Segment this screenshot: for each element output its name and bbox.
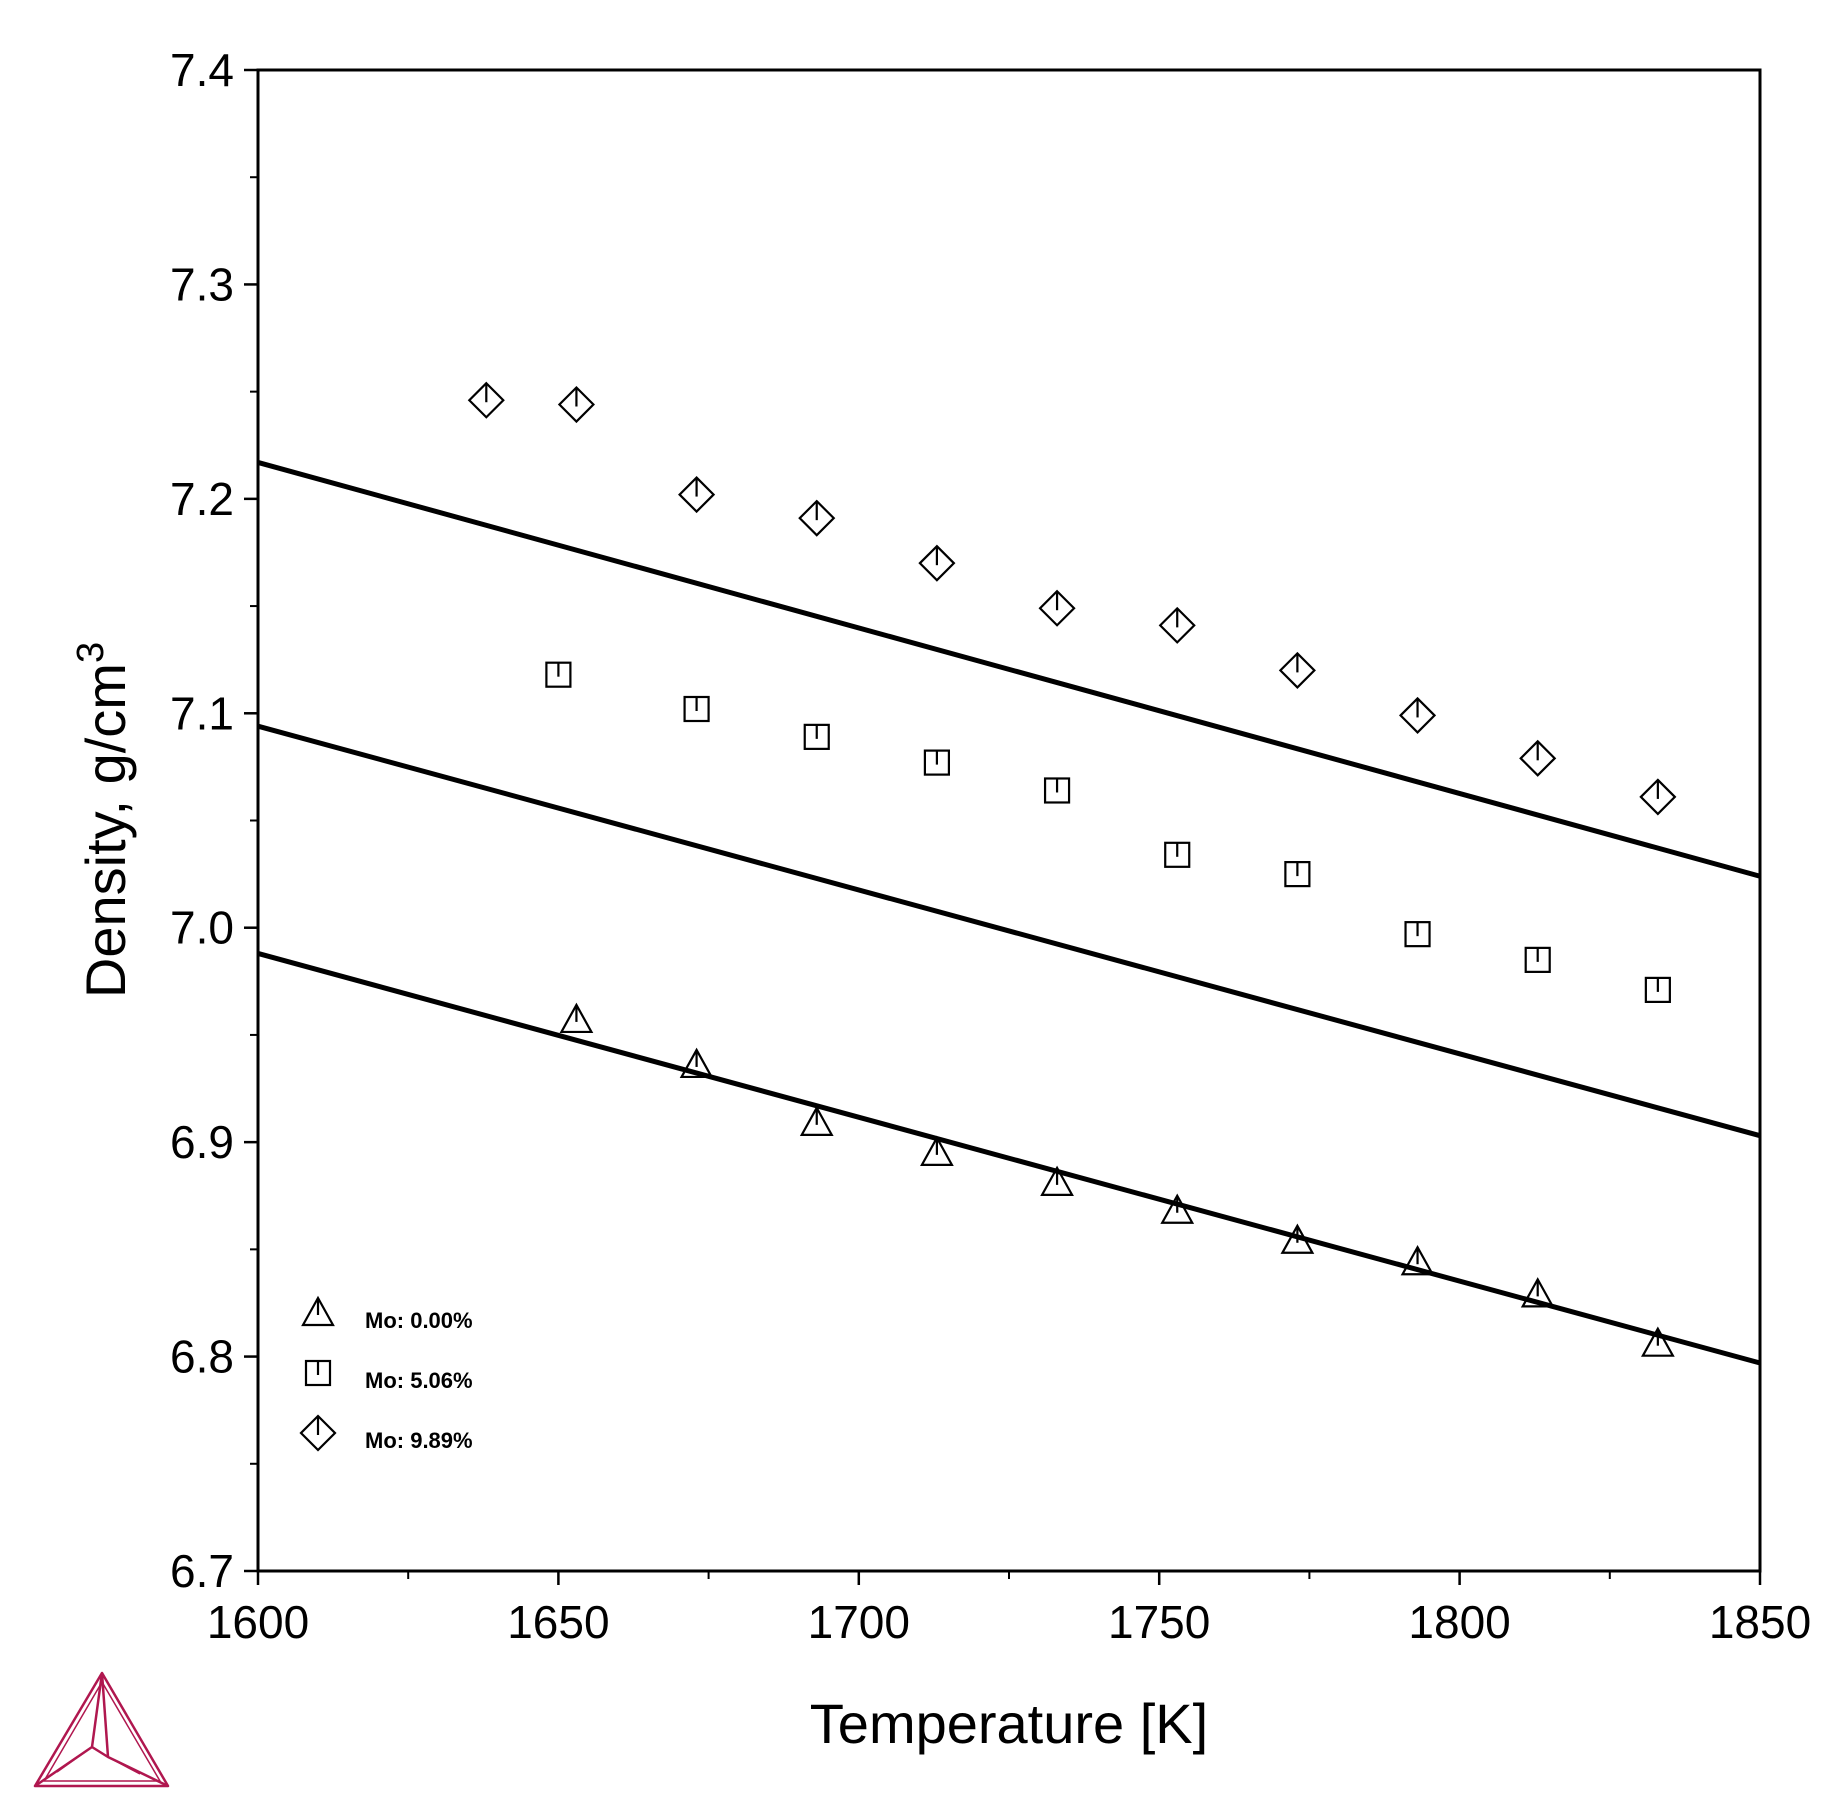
diamond-marker [1158, 606, 1196, 644]
x-tick-label: 1850 [1709, 1596, 1811, 1648]
triangle-marker [920, 1135, 954, 1166]
x-tick-label: 1600 [207, 1596, 309, 1648]
x-tick-label: 1650 [507, 1596, 609, 1648]
triangle-marker [1160, 1193, 1195, 1224]
square-marker [803, 723, 830, 750]
model-lines [257, 459, 1761, 1366]
y-axis-title-text: Density, g/cm [74, 663, 137, 998]
diamond-marker [1278, 651, 1316, 689]
triangle-marker [1400, 1244, 1435, 1276]
diamond-marker [798, 499, 836, 537]
square-marker [683, 695, 710, 723]
legend-triangle-marker [301, 1295, 335, 1327]
thermo-calc-triangle-logo-icon [33, 1671, 170, 1788]
legend-label: Mo: 5.06% [365, 1368, 473, 1393]
y-tick-label: 6.8 [170, 1331, 234, 1383]
y-tick-label: 7.4 [170, 44, 234, 96]
legend-square-marker [304, 1359, 332, 1387]
legend-label: Mo: 0.00% [365, 1308, 473, 1333]
diamond-marker [1639, 778, 1677, 816]
triangle-marker [1520, 1277, 1555, 1308]
triangle-marker [1280, 1223, 1315, 1254]
model-line [257, 951, 1761, 1366]
y-tick-label: 6.7 [170, 1545, 234, 1597]
square-marker [1164, 841, 1191, 868]
diamond-marker [467, 381, 505, 419]
y-tick-label: 7.1 [170, 687, 234, 739]
x-tick-label: 1750 [1108, 1596, 1210, 1648]
y-axis-title: Density, g/cm3 [70, 642, 137, 998]
square-marker [1043, 777, 1071, 804]
triangle-marker [1640, 1326, 1675, 1357]
triangle-marker [799, 1105, 834, 1136]
square-marker [1644, 976, 1671, 1003]
x-tick-label: 1700 [808, 1596, 910, 1648]
y-tick-label: 7.2 [170, 473, 234, 525]
legend: Mo: 0.00% Mo: 5.06% Mo: 9.89% [299, 1295, 473, 1453]
model-line [257, 723, 1761, 1139]
legend-label: Mo: 9.89% [365, 1428, 473, 1453]
diamond-marker [557, 385, 595, 424]
y-axis-title-superscript: 3 [70, 642, 112, 663]
diamond-marker [1038, 589, 1076, 627]
square-marker [1404, 921, 1431, 948]
data-markers [467, 381, 1677, 1357]
square-marker [923, 749, 951, 776]
legend-diamond-marker [299, 1414, 337, 1452]
y-tick-label: 6.9 [170, 1116, 234, 1168]
plot-area-frame [256, 68, 1762, 1573]
square-marker [1284, 861, 1311, 888]
x-axis-title: Temperature [K] [810, 1692, 1208, 1755]
triangle-marker [1040, 1165, 1074, 1196]
y-axis-ticks: 6.7 6.8 6.9 7.0 7.1 7.2 7.3 7.4 [170, 44, 258, 1597]
triangle-marker [679, 1047, 714, 1079]
x-axis-ticks: 1600 1650 1700 1750 1800 1850 [207, 1571, 1811, 1648]
model-line [257, 459, 1761, 879]
y-tick-label: 7.3 [170, 258, 234, 310]
diamond-marker [678, 476, 716, 514]
diamond-marker [918, 544, 956, 582]
diamond-marker [1519, 739, 1557, 777]
y-tick-label: 7.0 [170, 902, 234, 954]
diamond-marker [1398, 696, 1437, 734]
x-tick-label: 1800 [1408, 1596, 1510, 1648]
square-marker [1524, 946, 1551, 973]
square-marker [545, 661, 572, 688]
triangle-marker [559, 1002, 594, 1034]
